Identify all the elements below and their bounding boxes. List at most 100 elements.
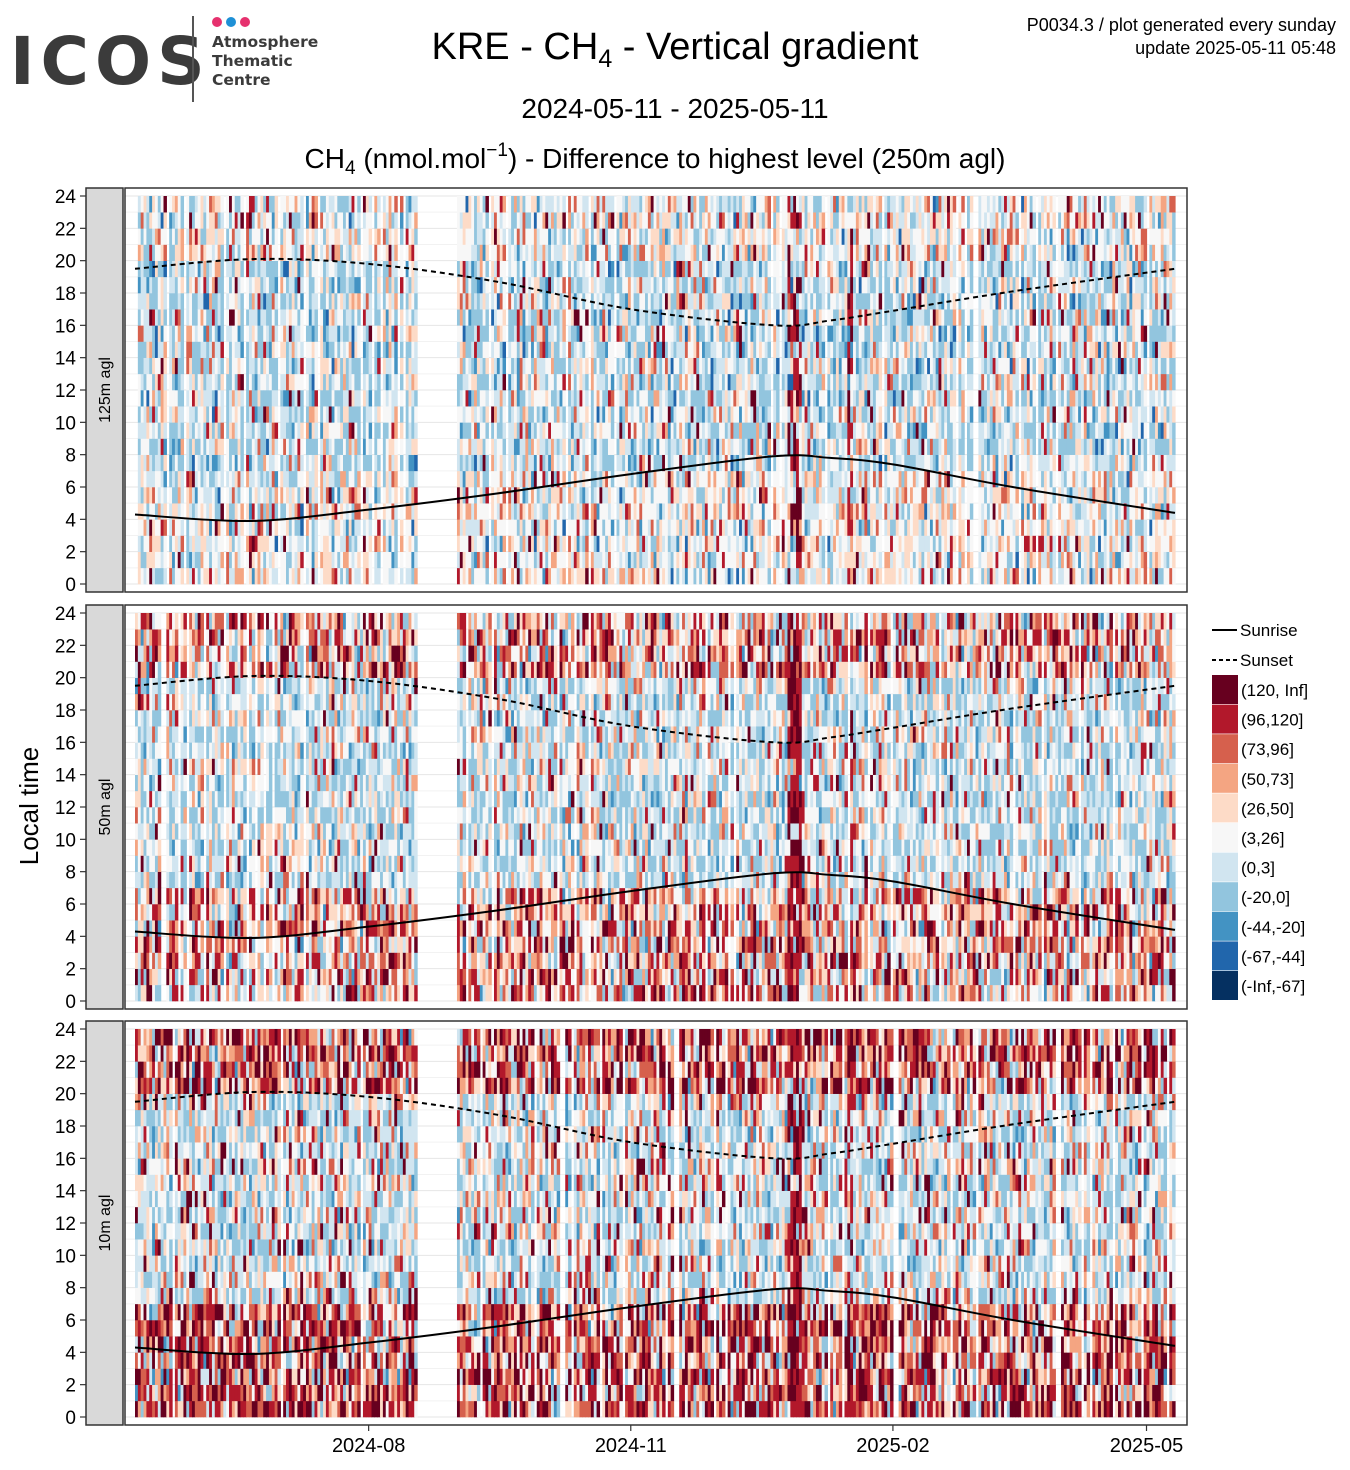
- heatmap-cell: [607, 260, 612, 278]
- heatmap-cell: [174, 551, 179, 569]
- heatmap-cell: [334, 551, 338, 569]
- heatmap-cell: [263, 422, 267, 439]
- heatmap-cell: [582, 422, 586, 439]
- heatmap-cell: [513, 293, 518, 310]
- heatmap-cell: [545, 535, 549, 552]
- heatmap-cell: [602, 567, 606, 585]
- heatmap-cell: [616, 390, 620, 407]
- heatmap-cell: [599, 293, 603, 310]
- heatmap-cell: [522, 567, 526, 585]
- heatmap-cell: [602, 341, 606, 358]
- heatmap-cell: [365, 406, 370, 423]
- heatmap-cell: [140, 390, 145, 407]
- heatmap-cell: [494, 228, 498, 245]
- heatmap-cell: [154, 276, 159, 294]
- heatmap-cell: [619, 454, 623, 472]
- heatmap-cell: [365, 196, 370, 213]
- heatmap-cell: [536, 406, 541, 423]
- heatmap-cell: [573, 196, 578, 213]
- heatmap-cell: [231, 309, 236, 326]
- heatmap-cell: [391, 503, 395, 520]
- heatmap-cell: [320, 293, 324, 310]
- heatmap-cell: [186, 196, 190, 213]
- heatmap-cell: [542, 406, 546, 423]
- heatmap-cell: [499, 260, 504, 278]
- heatmap-cell: [570, 438, 575, 455]
- heatmap-cell: [283, 244, 287, 261]
- heatmap-cell: [260, 341, 264, 358]
- heatmap-cell: [211, 470, 216, 488]
- heatmap-cell: [149, 196, 153, 213]
- heatmap-cell: [191, 244, 196, 261]
- heatmap-cell: [474, 519, 478, 536]
- heatmap-cell: [260, 454, 264, 472]
- heatmap-cell: [539, 390, 544, 407]
- heatmap-cell: [596, 535, 601, 552]
- heatmap-cell: [468, 551, 472, 569]
- heatmap-cell: [357, 487, 361, 504]
- heatmap-cell: [585, 454, 589, 472]
- heatmap-cell: [607, 390, 612, 407]
- heatmap-cell: [553, 470, 558, 488]
- heatmap-cell: [499, 293, 504, 310]
- heatmap-cell: [288, 341, 293, 358]
- heatmap-cell: [172, 293, 176, 310]
- heatmap-cell: [263, 196, 267, 213]
- heatmap-cell: [456, 535, 461, 552]
- heatmap-cell: [502, 454, 507, 472]
- heatmap-cell: [180, 228, 185, 245]
- heatmap-cell: [459, 438, 464, 455]
- heatmap-cell: [368, 228, 373, 245]
- heatmap-cell: [573, 276, 578, 294]
- heatmap-cell: [539, 551, 544, 569]
- heatmap-cell: [280, 244, 284, 261]
- heatmap-cell: [479, 470, 484, 488]
- heatmap-cell: [491, 276, 495, 294]
- heatmap-cell: [305, 212, 310, 229]
- heatmap-cell: [174, 325, 179, 342]
- heatmap-cell: [511, 390, 515, 407]
- heatmap-cell: [251, 228, 256, 245]
- heatmap-cell: [229, 212, 233, 229]
- heatmap-cell: [533, 244, 538, 261]
- heatmap-cell: [211, 390, 216, 407]
- heatmap-cell: [226, 551, 230, 569]
- heatmap-cell: [585, 196, 589, 213]
- heatmap-cell: [576, 470, 581, 488]
- heatmap-cell: [553, 551, 558, 569]
- heatmap-cell: [240, 454, 244, 472]
- heatmap-cell: [508, 276, 512, 294]
- heatmap-cell: [351, 390, 355, 407]
- heatmap-cell: [468, 487, 472, 504]
- heatmap-cell: [474, 228, 478, 245]
- heatmap-cell: [633, 422, 638, 439]
- heatmap-cell: [320, 325, 324, 342]
- heatmap-cell: [271, 438, 276, 455]
- heatmap-cell: [636, 228, 640, 245]
- heatmap-cell: [579, 422, 583, 439]
- heatmap-cell: [562, 390, 566, 407]
- heatmap-cell: [268, 276, 273, 294]
- heatmap-cell: [633, 212, 638, 229]
- heatmap-cell: [140, 422, 145, 439]
- heatmap-cell: [137, 341, 142, 358]
- heatmap-cell: [599, 260, 603, 278]
- heatmap-cell: [137, 390, 142, 407]
- heatmap-cell: [163, 406, 167, 423]
- heatmap-cell: [169, 567, 173, 585]
- heatmap-cell: [200, 357, 204, 375]
- heatmap-cell: [200, 341, 204, 358]
- heatmap-cell: [496, 535, 501, 552]
- heatmap-cell: [260, 406, 264, 423]
- heatmap-cell: [334, 406, 338, 423]
- heatmap-cell: [573, 535, 578, 552]
- heatmap-cell: [297, 438, 301, 455]
- heatmap-cell: [311, 390, 316, 407]
- heatmap-cell: [639, 309, 643, 326]
- heatmap-cell: [374, 422, 378, 439]
- heatmap-cell: [365, 276, 370, 294]
- heatmap-cell: [570, 244, 575, 261]
- heatmap-cell: [576, 519, 581, 536]
- heatmap-cell: [331, 309, 336, 326]
- heatmap-cell: [499, 422, 504, 439]
